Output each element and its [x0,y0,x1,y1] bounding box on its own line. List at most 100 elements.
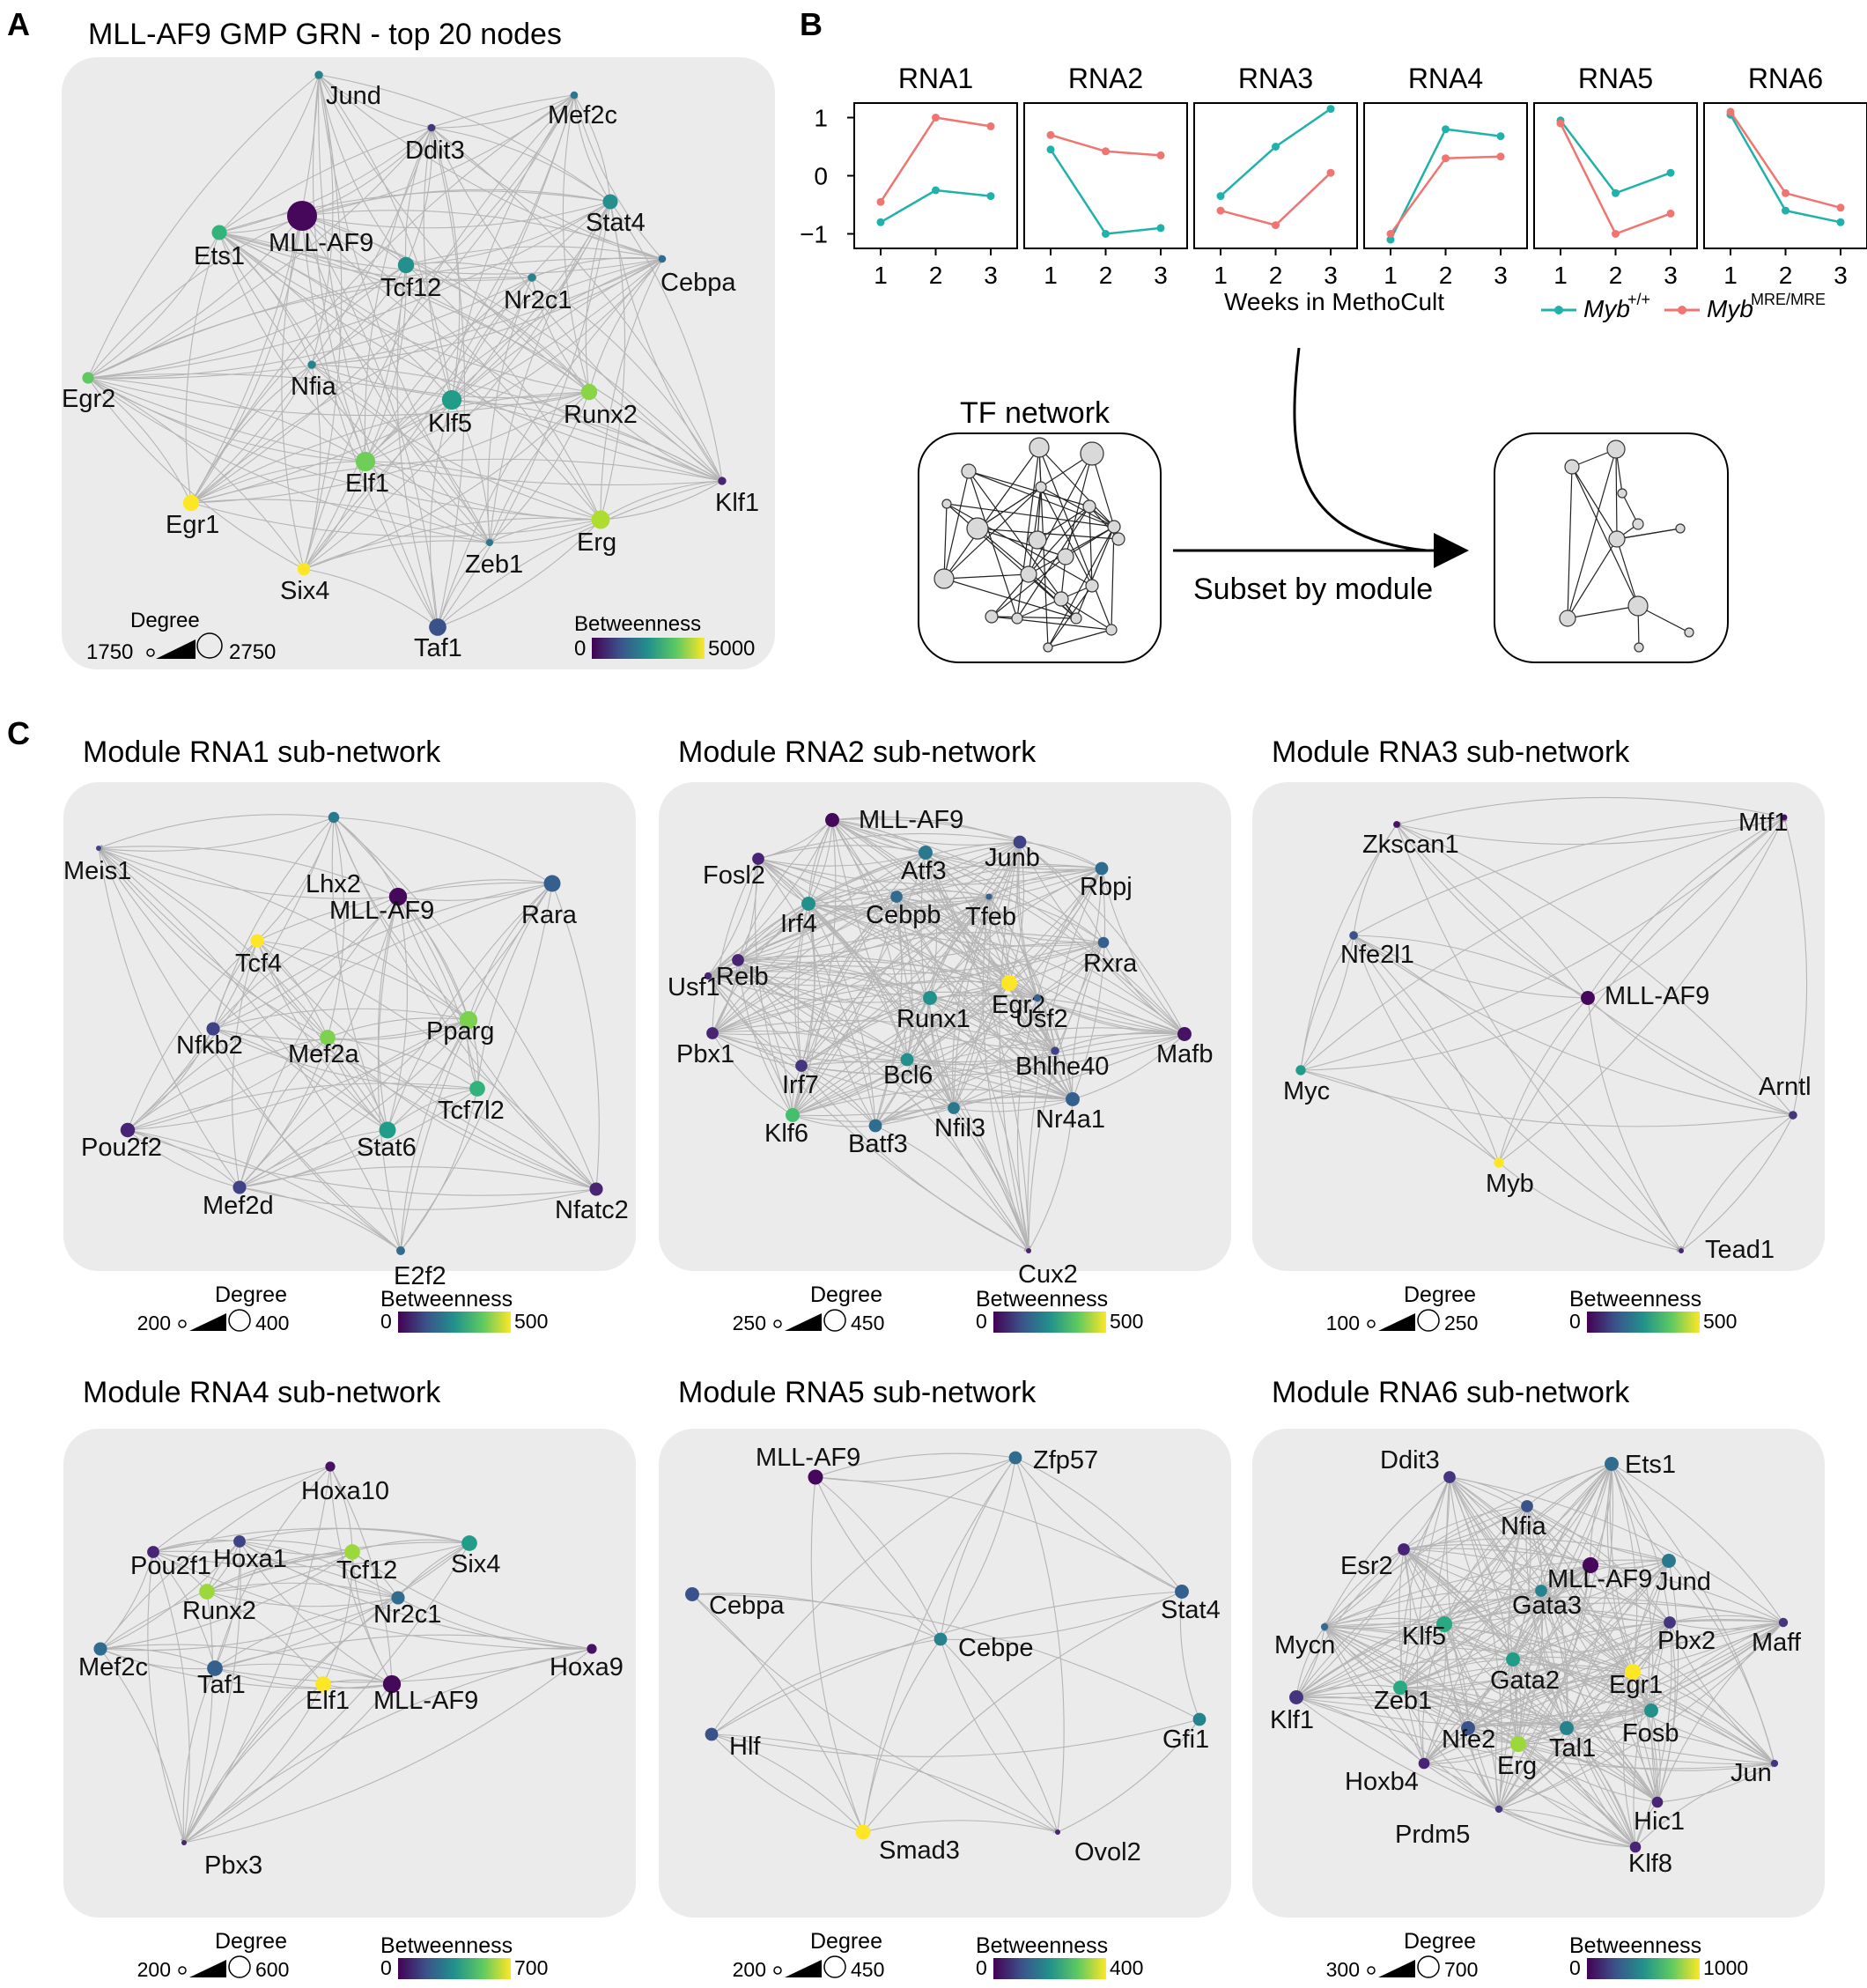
module-rna1-node-lhx2 [328,811,340,824]
module-rna1-edge [98,847,388,1131]
module-curve-arrow [1293,347,1428,552]
module-rna6-node-label-klf1: Klf1 [1270,1706,1314,1734]
module-rna2-edge [757,845,926,861]
module-rna2-edge [792,1059,908,1116]
module-rna6-edge [1512,1463,1613,1660]
module-rna4-node-mef2c [93,1642,107,1656]
module-rna6-edge [1526,1505,1671,1623]
module-rna3-node-zkscan1 [1393,821,1400,828]
module-rna1-edge [98,817,335,852]
module-rna6-edge [1566,1463,1615,1729]
module-rna6-edge [1449,1476,1671,1623]
module-rna6-node-hoxb4 [1418,1757,1430,1770]
data-point-myb-mre-rna1 [986,122,995,130]
module-rna5: Module RNA5 sub-network MLL-AF9 Zfp57 Cebpa… [659,1376,1231,1981]
module-rna1-edge [467,883,553,1021]
betweenness-legend-max: 5000 [708,637,755,661]
module-rna1-edge [333,815,553,884]
grn-edge [311,264,407,366]
module-rna2-node-label-rxra: Rxra [1083,950,1138,978]
grn-edge [87,74,320,379]
module-rna6-edge [1295,1590,1542,1698]
module-rna2-node-label-nfil3: Nfil3 [934,1114,985,1142]
module-rna6-edge [1566,1727,1658,1803]
module-rna1-node-pou2f2 [120,1122,136,1138]
module-rna5-node-hlf [705,1727,719,1741]
module-rna2-node-usf1 [704,972,712,980]
module-rna1-degree-legend-min: 200 [137,1312,171,1334]
module-rna6-edge [1611,1463,1784,1623]
grn-edge [303,391,590,570]
module-rna6-edge [1403,1548,1445,1625]
module-rna1-edge [327,1037,388,1131]
module-rna5-node-label-stat4: Stat4 [1161,1596,1221,1624]
module-rna2-node-label-batf3: Batf3 [848,1130,908,1158]
module-rna6-node-erg [1509,1735,1527,1753]
module-rna3-node-label-tead1: Tead1 [1705,1236,1775,1264]
grn-edge [218,232,491,543]
schematic-edge [1616,538,1639,607]
module-rna2-edge [707,973,1074,1100]
module-rna2-edge [906,1059,1029,1252]
module-rna6-node-label-hoxb4: Hoxb4 [1345,1768,1419,1796]
module-rna4-edge [100,1551,155,1650]
module-rna5-node-smad3 [855,1824,871,1840]
grn-node-label-stat4: Stat4 [586,209,646,237]
module-rna3-edge [1396,796,1785,826]
module-rna4-edge [152,1466,331,1553]
data-point-myb-mre-rna2 [1156,151,1165,159]
module-rna1-node-label-nfatc2: Nfatc2 [555,1196,629,1224]
module-rna1-node-label-tcf7l2: Tcf7l2 [438,1097,505,1125]
x-tick-label: 2 [929,262,943,289]
module-rna3-edge [1353,935,1682,1252]
module-rna2-edge [831,819,1038,999]
module-rna6-edge [1449,1476,1502,1810]
grn-edge [190,364,313,504]
module-rna3-edge [1587,997,1794,1117]
schematic-edge [977,528,1062,600]
schematic-edge [1047,526,1115,648]
grn-node-label-egr2: Egr2 [62,385,115,413]
module-rna2-edge [896,896,1074,1100]
module-rna4-degree-legend-large-circle [228,1955,251,1978]
module-rna2-edge [757,832,1021,861]
module-rna6-node-gata2 [1506,1652,1520,1667]
grn-node-ddit3 [427,123,436,132]
module-rna1-node-mef2d [232,1180,247,1194]
module-rna4-edge [183,1591,214,1844]
module-rna6-edge [1517,1742,1658,1803]
module-rna2-edge [925,852,1056,1052]
facet-frame-rna6 [1703,102,1867,249]
grn-edge [190,458,723,505]
module-rna6-edge [1517,1671,1634,1745]
grn-edge [190,74,321,504]
module-rna2-node-irf4 [801,897,815,911]
module-rna2-edge [737,959,802,1067]
module-rna1-edge [239,1019,469,1188]
module-rna1-edge [232,940,258,1188]
data-point-myb-wt-rna1 [932,186,940,195]
module-rna4-edge [100,1644,393,1685]
module-rna6-edge [1443,1623,1469,1729]
grn-edge [87,258,663,380]
schematic-node [1107,520,1121,534]
grn-node-nr2c1 [528,273,536,282]
module-rna2-edge [808,819,835,905]
module-rna4-degree-legend-min: 200 [137,1958,171,1981]
module-rna6-edge [1443,1623,1634,1674]
module-rna5-edge [1179,1591,1200,1720]
module-rna5-node-label-cebpe: Cebpe [958,1634,1033,1662]
module-rna2-edge [929,997,1074,1100]
data-point-myb-mre-rna6 [1782,188,1790,197]
module-rna2-edge [707,960,1010,984]
module-rna5-edge [940,1638,1059,1833]
legend-point-myb-wt [1554,306,1563,314]
module-rna2-edge [924,852,938,999]
module-rna4-edge [152,1551,216,1669]
schematic-edge [943,503,948,580]
module-rna2: Module RNA2 sub-network MLL-AF9 Fosl2 Atf3 J… [659,735,1231,1334]
grn-node-egr1 [182,494,200,512]
module-rna2-edge [737,958,1074,1100]
module-rna6-degree-legend-title: Degree [1404,1929,1476,1954]
